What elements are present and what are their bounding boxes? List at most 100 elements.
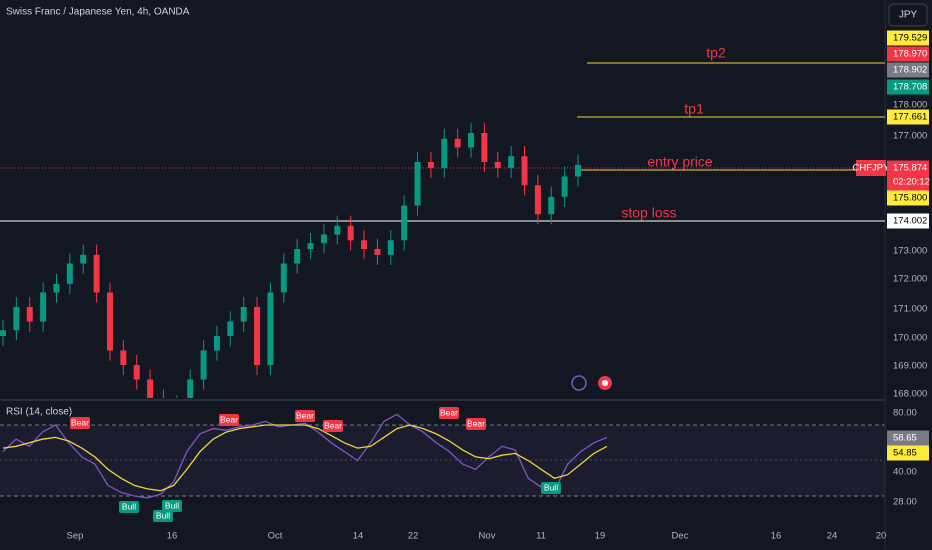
candle	[481, 133, 488, 162]
price-box	[887, 160, 929, 191]
date-label: Oct	[268, 531, 283, 542]
signal-box	[295, 410, 315, 422]
price-label: 175.800	[893, 193, 927, 204]
candle	[454, 138, 461, 148]
date-label: Sep	[67, 531, 84, 542]
price-label: 173.000	[893, 246, 927, 257]
candle	[106, 292, 113, 351]
price-label: 178.970	[893, 49, 927, 60]
date-label: 14	[353, 531, 364, 542]
level-label: tp1	[684, 101, 704, 117]
rsi-line	[2, 413, 608, 499]
signal-label: Bear	[296, 410, 314, 420]
price-label: 178.708	[893, 82, 927, 93]
candle	[280, 263, 287, 293]
rsi-band	[0, 425, 885, 496]
price-box	[887, 213, 929, 229]
currency[interactable]: JPY	[899, 10, 918, 21]
level-label: stop loss	[621, 205, 676, 221]
signal-box	[541, 482, 561, 494]
signal-box	[153, 510, 173, 522]
symbol: CHFJPY	[853, 163, 891, 174]
candle	[561, 176, 568, 197]
price-label: 168.000	[893, 389, 927, 400]
signal-label: Bear	[324, 420, 342, 430]
price-box	[887, 46, 929, 62]
signal-box	[439, 407, 459, 419]
candle	[294, 249, 301, 264]
candle	[267, 292, 274, 365]
candle	[187, 379, 194, 398]
candle	[13, 307, 20, 331]
rsi-ma-line	[2, 424, 608, 492]
candle	[534, 185, 541, 215]
date-label: Nov	[479, 531, 496, 542]
candle	[347, 225, 354, 241]
countdown: 02:20:12	[893, 177, 930, 188]
candle	[468, 133, 475, 148]
signal-box	[162, 500, 182, 512]
signal-box	[219, 414, 239, 426]
rsi-label: 80.00	[893, 408, 917, 419]
candle	[427, 162, 434, 168]
date-label: 16	[167, 531, 178, 542]
chart-title: Swiss Franc / Japanese Yen, 4h, OANDA	[6, 7, 190, 18]
price-label: 175.874	[893, 163, 927, 174]
candle	[200, 350, 207, 380]
currency-button[interactable]	[888, 3, 928, 27]
candle	[53, 283, 60, 293]
price-box	[887, 190, 929, 206]
candle	[441, 138, 448, 168]
candle	[66, 263, 73, 284]
signal-label: Bull	[122, 501, 136, 511]
candle	[374, 249, 381, 255]
price-label: 172.000	[893, 274, 927, 285]
signal-label: Bear	[440, 407, 458, 417]
signal-box	[70, 417, 90, 429]
candle	[93, 254, 100, 293]
signal-box	[323, 420, 343, 432]
candle	[548, 196, 555, 215]
signal-label: Bear	[467, 418, 485, 428]
candle	[227, 321, 234, 336]
candle	[147, 379, 154, 398]
signal-label: Bear	[220, 414, 238, 424]
record-dot	[602, 380, 608, 386]
level-label: entry price	[647, 154, 713, 170]
price-label: 179.529	[893, 33, 927, 44]
candle	[320, 234, 327, 244]
signal-label: Bull	[165, 500, 179, 510]
price-label: 177.000	[893, 131, 927, 142]
rsi-box	[887, 445, 929, 461]
date-label: 22	[408, 531, 419, 542]
candle	[213, 336, 220, 351]
candle	[414, 162, 421, 206]
candle	[575, 164, 581, 177]
signal-label: Bull	[544, 482, 558, 492]
price-label: 178.000	[893, 100, 927, 111]
symbol-tag	[856, 160, 886, 176]
price-box	[887, 79, 929, 95]
candle	[133, 365, 140, 380]
candle	[80, 254, 87, 264]
date-label: 19	[595, 531, 606, 542]
candle	[40, 292, 47, 322]
signal-label: Bull	[156, 510, 170, 520]
date-label: Dec	[672, 531, 689, 542]
price-label: 178.902	[893, 65, 927, 76]
candle	[26, 307, 33, 322]
price-label: 170.000	[893, 333, 927, 344]
candle	[254, 307, 261, 365]
date-label: 24	[827, 531, 838, 542]
price-box	[887, 30, 929, 46]
alert-icon[interactable]	[571, 375, 587, 391]
signal-box	[466, 418, 486, 430]
price-box	[887, 109, 929, 125]
price-label: 174.002	[893, 216, 927, 227]
rsi-label: 40.00	[893, 467, 917, 478]
candle	[307, 243, 314, 249]
candle	[521, 156, 528, 186]
price-box	[887, 62, 929, 78]
